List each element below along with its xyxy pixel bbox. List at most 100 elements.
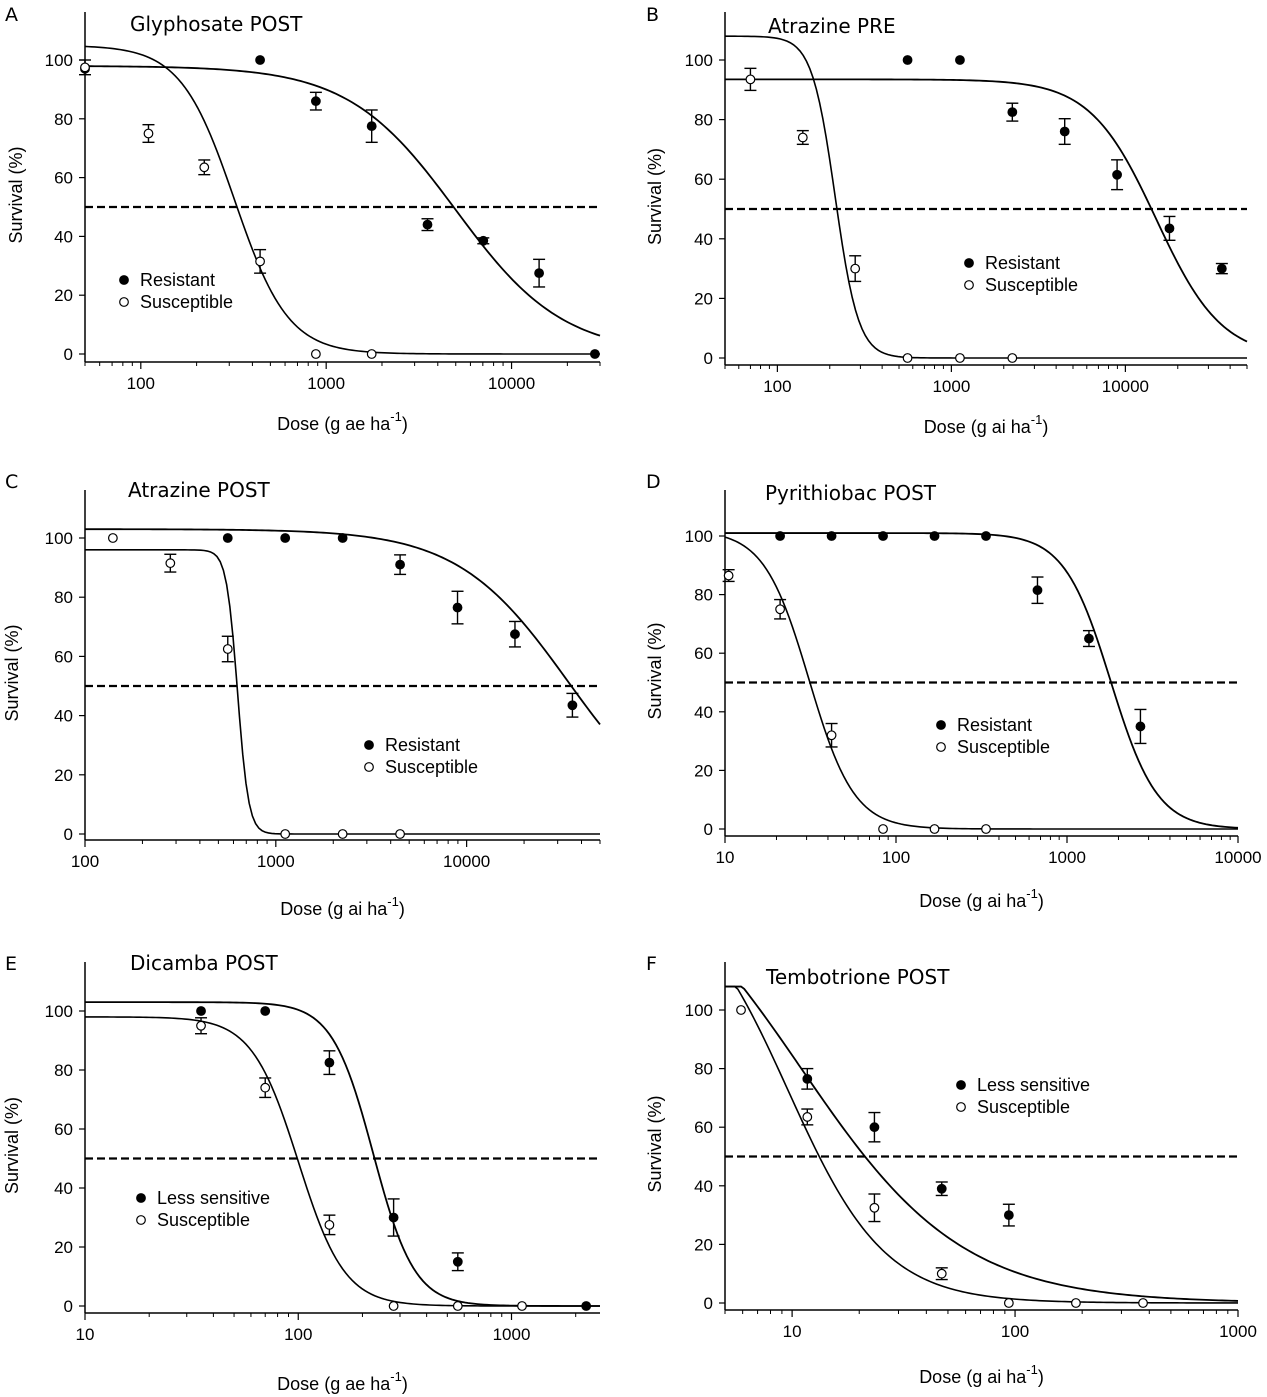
fit-curve-filled (85, 528, 601, 726)
panel-letter: F (646, 953, 657, 975)
y-tick-label: 80 (54, 588, 73, 607)
fit-curve-open (725, 985, 1238, 1304)
y-tick-label: 80 (54, 1061, 73, 1080)
fit-curve-filled (84, 65, 601, 337)
data-point-open (310, 349, 321, 359)
data-point-open (826, 730, 837, 741)
data-point-open (196, 1020, 206, 1031)
data-point-open (797, 132, 808, 143)
data-point-filled (452, 1256, 463, 1267)
legend-label: Resistant (985, 253, 1060, 273)
x-tick-label: 100 (71, 852, 99, 871)
y-tick-label: 20 (54, 286, 73, 305)
y-tick-label: 60 (694, 1118, 713, 1137)
x-tick-label: 1000 (932, 377, 970, 396)
data-point-open (1071, 1298, 1081, 1308)
legend-marker (956, 1080, 966, 1090)
legend-marker (964, 258, 974, 268)
y-axis-label: Survival (%) (6, 146, 26, 243)
y-axis-label: Survival (%) (645, 1095, 665, 1192)
data-point-filled (395, 559, 405, 570)
data-point-filled (388, 1212, 399, 1223)
data-point-filled (1112, 169, 1122, 180)
data-point-open (902, 353, 913, 363)
data-point-filled (1216, 263, 1227, 274)
y-tick-label: 0 (704, 1294, 713, 1313)
x-tick-label: 100 (763, 377, 791, 396)
x-tick-label: 10000 (1102, 377, 1149, 396)
legend-marker (119, 297, 129, 307)
data-point-open (255, 256, 265, 267)
legend-marker (956, 1102, 966, 1112)
data-point-filled (936, 1183, 947, 1194)
data-point-open (165, 558, 176, 569)
y-tick-label: 80 (694, 586, 713, 605)
data-point-filled (1084, 633, 1094, 644)
legend-label: Less sensitive (157, 1188, 270, 1208)
legend-marker (136, 1215, 146, 1225)
y-tick-label: 40 (54, 1179, 73, 1198)
data-point-filled (534, 268, 545, 279)
data-point-filled (1003, 1210, 1014, 1220)
x-axis-label: Dose (g ae ha-1) (277, 1369, 408, 1394)
data-point-open (736, 1005, 746, 1015)
data-point-open (1007, 353, 1018, 363)
data-point-filled (366, 121, 377, 132)
fit-curve-open (85, 549, 600, 835)
data-point-open (366, 349, 377, 359)
y-tick-label: 60 (694, 170, 713, 189)
chart-title: Glyphosate POST (130, 12, 303, 36)
legend-label: Susceptible (385, 757, 478, 777)
panel-letter: E (5, 953, 17, 975)
legend-label: Susceptible (985, 275, 1078, 295)
y-tick-label: 40 (54, 227, 73, 246)
y-tick-label: 20 (54, 1238, 73, 1257)
y-tick-label: 100 (45, 529, 73, 548)
legend-marker (936, 720, 946, 730)
x-axis-label: Dose (g ai ha-1) (919, 886, 1044, 911)
data-point-filled (802, 1073, 813, 1084)
x-axis-label: Dose (g ae ha-1) (277, 409, 408, 434)
data-point-open (260, 1082, 271, 1093)
fit-curve-filled (85, 1001, 600, 1307)
data-point-filled (775, 531, 785, 541)
y-tick-label: 80 (694, 111, 713, 130)
data-point-open (452, 1301, 463, 1311)
data-point-filled (337, 533, 348, 543)
data-point-filled (1164, 223, 1175, 234)
data-point-open (388, 1301, 399, 1311)
data-point-filled (1032, 585, 1043, 596)
data-point-open (869, 1202, 880, 1213)
y-tick-label: 20 (694, 289, 713, 308)
panel-letter: D (646, 471, 661, 493)
data-point-filled (255, 55, 265, 65)
y-tick-label: 100 (685, 51, 713, 70)
data-point-filled (981, 531, 991, 541)
data-point-filled (324, 1057, 335, 1068)
data-point-open (1138, 1298, 1148, 1308)
data-point-filled (260, 1006, 271, 1016)
y-tick-label: 60 (54, 647, 73, 666)
fit-curve-open (85, 1016, 600, 1307)
legend-label: Less sensitive (977, 1075, 1090, 1095)
x-tick-label: 10000 (1214, 848, 1261, 867)
x-tick-label: 10 (76, 1325, 95, 1344)
y-tick-label: 100 (685, 1001, 713, 1020)
data-point-open (143, 128, 154, 139)
data-point-open (517, 1301, 527, 1311)
data-point-filled (955, 55, 965, 65)
y-tick-label: 20 (54, 766, 73, 785)
data-point-filled (478, 235, 489, 246)
data-point-open (199, 162, 210, 173)
data-point-open (955, 353, 965, 363)
y-axis-label: Survival (%) (645, 148, 665, 245)
y-tick-label: 0 (704, 820, 713, 839)
panel-e: E Dicamba POST 0 20 40 60 80 100 10 100 1000 Less s… (2, 951, 600, 1394)
y-tick-label: 0 (64, 1297, 73, 1316)
legend-label: Susceptible (157, 1210, 250, 1230)
data-point-filled (422, 219, 433, 230)
y-tick-label: 40 (694, 230, 713, 249)
y-tick-label: 20 (694, 1235, 713, 1254)
data-point-open (80, 62, 90, 73)
y-tick-label: 20 (694, 761, 713, 780)
